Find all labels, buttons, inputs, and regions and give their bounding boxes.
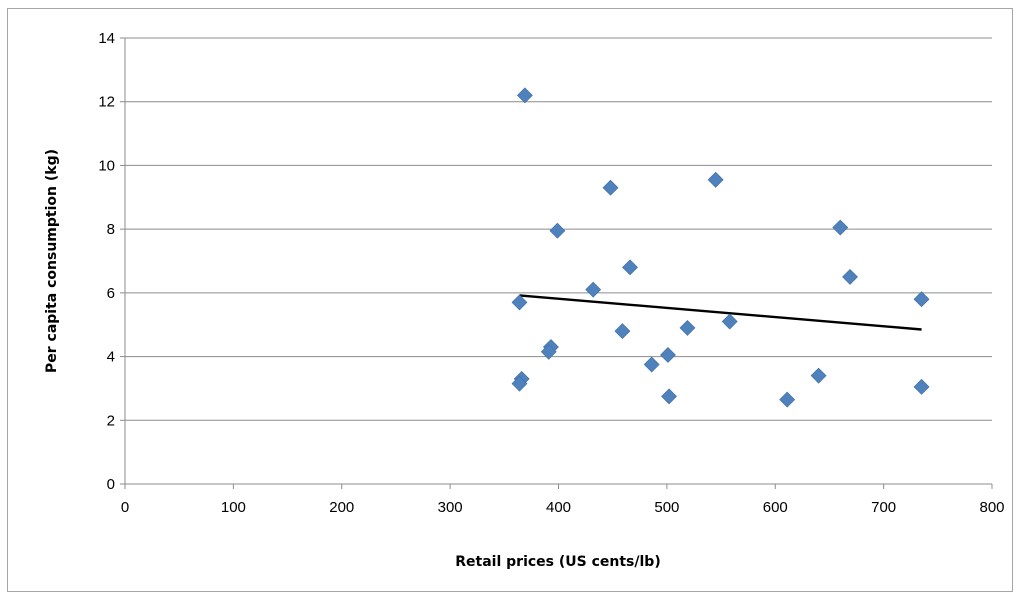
data-point-22 [779, 391, 796, 408]
x-tick-label: 400 [546, 499, 571, 516]
data-point-0 [516, 87, 533, 104]
data-point-20 [913, 378, 930, 395]
data-point-3 [549, 222, 566, 239]
x-tick-label: 300 [438, 499, 463, 516]
data-point-15 [660, 347, 676, 363]
data-point-10 [721, 313, 738, 330]
data-point-12 [614, 323, 631, 340]
data-point-9 [913, 291, 930, 308]
data-point-21 [661, 388, 677, 405]
data-point-6 [842, 269, 858, 285]
gridlines [125, 37, 992, 421]
y-tick-label: 4 [107, 349, 115, 366]
y-tick-labels: 0 2 4 6 8 10 12 14 [98, 30, 115, 493]
data-point-16 [643, 356, 660, 373]
x-tick-label: 600 [763, 499, 788, 516]
data-points [511, 87, 930, 408]
data-point-5 [622, 259, 638, 276]
x-axis-title: Retail prices (US cents/lb) [455, 554, 660, 570]
data-point-2 [707, 171, 724, 188]
data-point-8 [511, 294, 528, 311]
y-tick-label: 12 [98, 94, 115, 111]
data-point-11 [679, 319, 696, 336]
x-tick-label: 200 [329, 499, 354, 516]
x-tick-label: 800 [979, 499, 1004, 516]
data-point-17 [810, 367, 827, 384]
trendline-group [519, 294, 922, 331]
x-tick-label: 0 [121, 499, 129, 516]
trendline [519, 294, 922, 331]
chart-area [7, 8, 1013, 592]
data-point-14 [540, 343, 557, 360]
x-tick-label: 500 [654, 499, 679, 516]
y-tick-label: 10 [98, 157, 115, 174]
x-tick-label: 100 [221, 499, 246, 516]
y-tick-label: 2 [107, 412, 115, 429]
data-point-1 [602, 179, 619, 196]
data-point-4 [832, 219, 849, 236]
y-tick-label: 8 [107, 221, 115, 238]
axes [120, 37, 993, 489]
y-tick-label: 14 [98, 30, 115, 47]
y-tick-label: 6 [107, 285, 115, 302]
x-tick-labels: 0 100 200 300 400 500 600 700 800 [121, 499, 1005, 516]
data-point-7 [585, 281, 602, 298]
data-point-19 [511, 375, 528, 392]
x-tick-label: 700 [871, 499, 896, 516]
y-axis-title: Per capita consumption (kg) [44, 149, 60, 373]
y-tick-label: 0 [107, 476, 115, 493]
